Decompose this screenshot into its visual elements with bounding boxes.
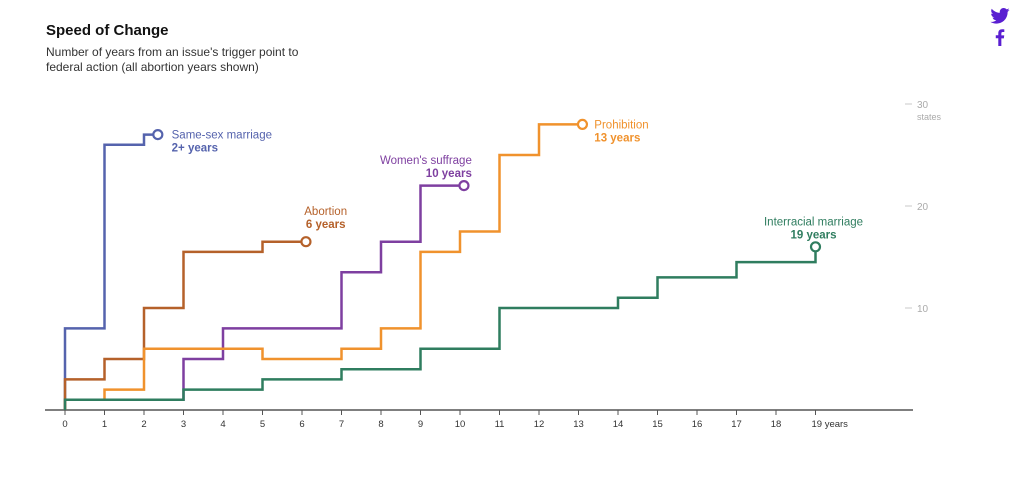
x-tick-label: 0 xyxy=(62,419,67,430)
chart-subtitle: Number of years from an issue's trigger … xyxy=(46,45,299,74)
x-tick-label: 14 xyxy=(613,419,624,430)
series-duration-interracial-marriage: 19 years xyxy=(791,229,837,241)
series-line-abortion xyxy=(63,240,306,410)
series-end-marker-same-sex-marriage xyxy=(152,129,164,141)
series-label-abortion: Abortion xyxy=(304,206,347,218)
series-end-marker-women-s-suffrage xyxy=(458,180,470,192)
series-line-prohibition xyxy=(63,123,583,410)
series-end-marker-interracial-marriage xyxy=(809,241,822,253)
series-label-interracial-marriage: Interracial marriage xyxy=(764,216,863,228)
x-tick-label: 4 xyxy=(220,419,225,430)
x-tick-label: 2 xyxy=(141,419,146,430)
x-tick-label: 8 xyxy=(378,419,383,430)
series-duration-same-sex-marriage: 2+ years xyxy=(172,143,218,155)
x-tick-label: 6 xyxy=(299,419,304,430)
x-tick-label: 17 xyxy=(731,419,742,430)
series-label-same-sex-marriage: Same-sex marriage xyxy=(172,130,272,142)
x-tick-label: 13 xyxy=(573,419,584,430)
series-line-interracial-marriage xyxy=(63,246,817,410)
x-tick-label: 12 xyxy=(534,419,545,430)
y-unit-label: states xyxy=(917,112,942,122)
series-line-same-sex-marriage xyxy=(63,133,158,410)
series-duration-abortion: 6 years xyxy=(306,219,346,231)
y-tick-label: 10 xyxy=(917,304,929,315)
chart-title: Speed of Change xyxy=(46,22,169,39)
series-duration-women-s-suffrage: 10 years xyxy=(426,168,472,180)
x-tick-label: 19 years xyxy=(812,419,849,430)
series-end-marker-prohibition xyxy=(576,118,589,131)
twitter-icon[interactable] xyxy=(990,8,1010,24)
x-tick-label: 10 xyxy=(455,419,466,430)
series-line-women-s-suffrage xyxy=(63,184,464,410)
x-tick-label: 7 xyxy=(339,419,344,430)
facebook-icon[interactable] xyxy=(990,28,1010,46)
y-tick-label: 30 xyxy=(917,100,929,111)
x-tick-label: 18 xyxy=(771,419,782,430)
y-tick-label: 20 xyxy=(917,202,929,213)
x-tick-label: 15 xyxy=(652,419,663,430)
x-tick-label: 5 xyxy=(260,419,265,430)
x-tick-label: 1 xyxy=(102,419,107,430)
x-tick-label: 11 xyxy=(495,419,505,430)
share-links xyxy=(990,8,1012,50)
series-label-prohibition: Prohibition xyxy=(594,119,648,131)
x-tick-label: 9 xyxy=(418,419,423,430)
x-tick-label: 3 xyxy=(181,419,186,430)
series-end-marker-abortion xyxy=(300,236,312,248)
series-label-women-s-suffrage: Women's suffrage xyxy=(380,155,472,167)
series-duration-prohibition: 13 years xyxy=(594,132,640,144)
x-tick-label: 16 xyxy=(692,419,703,430)
